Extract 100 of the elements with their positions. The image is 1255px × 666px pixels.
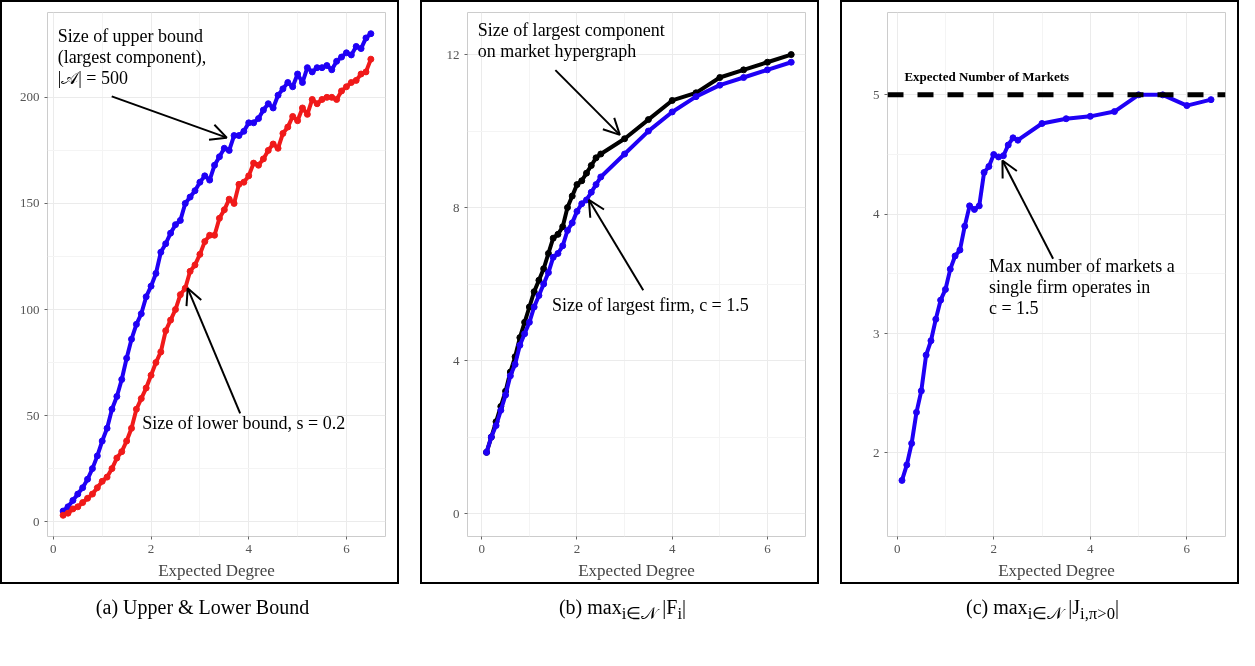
point [549, 234, 557, 242]
point [932, 315, 940, 323]
annotation: Size of largest component on market hypergraph [477, 20, 665, 62]
x-tick-label: 0 [478, 540, 486, 556]
point [568, 219, 576, 227]
y-tick-label: 50 [26, 407, 40, 423]
y-tick-label: 8 [453, 199, 460, 215]
point [1110, 108, 1118, 116]
point [787, 51, 795, 59]
point [544, 249, 552, 257]
point [535, 276, 543, 284]
point [492, 422, 500, 430]
point [540, 280, 548, 288]
y-tick-label: 4 [873, 206, 880, 222]
point [568, 192, 576, 200]
point [644, 127, 652, 135]
point [506, 372, 514, 380]
point [1207, 96, 1215, 104]
text: (c) max$_{i∈𝒩}$ |J$_{i,π>0}$| [965, 595, 1120, 625]
point [530, 303, 538, 311]
point [516, 341, 524, 349]
point [1086, 112, 1094, 120]
text: (b) max$_{i∈𝒩}$ |F$_{i}$| [558, 595, 687, 625]
point [668, 96, 676, 104]
point [521, 330, 529, 338]
point [716, 74, 724, 82]
point [975, 202, 983, 210]
point [1004, 141, 1012, 149]
point [1183, 102, 1191, 110]
point [917, 387, 925, 395]
point [525, 318, 533, 326]
x-axis-title: Expected Degree [578, 560, 695, 580]
point [912, 408, 920, 416]
point [554, 230, 562, 238]
point [903, 461, 911, 469]
y-tick-label: 0 [33, 513, 40, 529]
point [970, 205, 978, 213]
point [587, 162, 595, 169]
point [740, 66, 748, 74]
y-tick-label: 12 [446, 46, 460, 62]
x-tick-label: 6 [764, 540, 772, 556]
point [573, 207, 581, 215]
point [951, 252, 959, 260]
ref-line-label: Expected Number of Markets [904, 69, 1070, 85]
x-axis-title: Expected Degree [158, 560, 275, 580]
point [530, 288, 538, 296]
y-tick-label: 4 [453, 352, 460, 368]
x-tick-label: 6 [343, 540, 351, 556]
point [763, 58, 771, 66]
point [592, 154, 600, 162]
point [1062, 115, 1070, 123]
point [898, 476, 906, 484]
point [511, 360, 519, 368]
point [692, 93, 700, 101]
x-axis-title: Expected Degree [998, 560, 1115, 580]
x-tick-label: 0 [50, 540, 57, 556]
x-tick-label: 6 [1183, 540, 1191, 556]
point [597, 173, 605, 181]
point [544, 269, 552, 277]
point [540, 265, 548, 273]
annotation: Max number of markets a single firm operates in c = 1.5 [988, 256, 1175, 319]
point [644, 116, 652, 124]
point [980, 168, 988, 176]
point [621, 135, 629, 143]
point [787, 58, 795, 66]
y-tick-label: 3 [873, 325, 880, 341]
annotation: Size of lower bound, s = 0.2 [142, 413, 346, 434]
point [592, 181, 600, 189]
point [668, 108, 676, 116]
point [497, 406, 505, 414]
x-tick-label: 0 [893, 540, 901, 556]
point [927, 337, 935, 345]
y-tick-label: 5 [873, 86, 880, 102]
y-tick-label: 2 [873, 444, 880, 460]
point [597, 150, 605, 158]
annotation: Size of upper bound (largest component), |𝒜| = 500 [57, 25, 207, 88]
point [956, 246, 964, 254]
point [763, 66, 771, 74]
point [502, 391, 510, 399]
point [583, 196, 591, 204]
point [587, 188, 595, 196]
point [578, 177, 586, 185]
y-tick-label: 150 [20, 195, 40, 211]
point [573, 181, 581, 189]
point [922, 351, 930, 359]
point [563, 204, 571, 212]
point [549, 253, 557, 261]
point [740, 74, 748, 82]
point [563, 227, 571, 235]
point [937, 296, 945, 304]
point [554, 249, 562, 257]
point [559, 242, 567, 250]
point [1038, 120, 1046, 127]
point [578, 200, 586, 208]
point [999, 152, 1007, 160]
point [559, 223, 567, 231]
point [1014, 136, 1022, 144]
x-tick-label: 2 [990, 540, 997, 556]
y-tick-label: 100 [20, 301, 40, 317]
point [535, 292, 543, 300]
